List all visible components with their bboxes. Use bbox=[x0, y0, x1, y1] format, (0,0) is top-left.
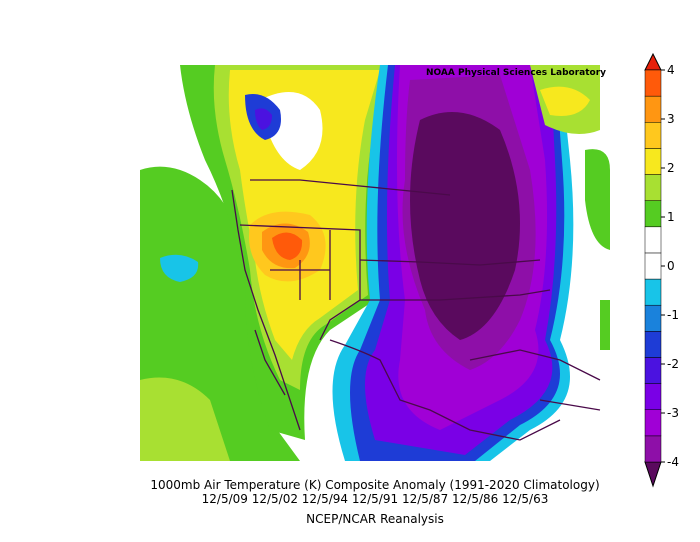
anomaly-map bbox=[140, 65, 610, 461]
colorbar-segment bbox=[644, 409, 662, 437]
colorbar-segment bbox=[644, 357, 662, 384]
colorbar-end bbox=[644, 52, 662, 71]
colorbar-segment bbox=[644, 252, 662, 280]
colorbar-segment bbox=[644, 122, 662, 149]
tick-label: 3 bbox=[667, 112, 675, 126]
colorbar-segment bbox=[644, 383, 662, 410]
tick-label: 1 bbox=[667, 210, 675, 224]
credit: NOAA Physical Sciences Laboratory bbox=[426, 68, 606, 78]
colorbar-segment bbox=[644, 435, 662, 463]
dates: 12/5/09 12/5/02 12/5/94 12/5/91 12/5/87 … bbox=[202, 492, 549, 506]
colorbar-segment bbox=[644, 226, 662, 254]
colorbar-segment bbox=[644, 95, 662, 123]
tick-label: 2 bbox=[667, 161, 675, 175]
source: NCEP/NCAR Reanalysis bbox=[306, 512, 444, 526]
colorbar-end bbox=[644, 461, 662, 488]
tick-label: -4 bbox=[667, 455, 679, 469]
colorbar: -4 -3 -2 -1 0 1 2 3 4 bbox=[644, 52, 679, 488]
tick-label: 4 bbox=[667, 63, 675, 77]
colorbar-segment bbox=[644, 174, 662, 201]
tick-label: -1 bbox=[667, 308, 679, 322]
colorbar-segment bbox=[644, 148, 662, 175]
colorbar-segment bbox=[644, 331, 662, 358]
colorbar-segment bbox=[644, 200, 662, 228]
tick-label: -3 bbox=[667, 406, 679, 420]
map-title: 1000mb Air Temperature (K) Composite Ano… bbox=[150, 478, 599, 492]
colorbar-segment bbox=[644, 69, 662, 97]
colorbar-segment bbox=[644, 304, 662, 332]
tick-label: -2 bbox=[667, 357, 679, 371]
tick-label: 0 bbox=[667, 259, 675, 273]
colorbar-segment bbox=[644, 278, 662, 306]
